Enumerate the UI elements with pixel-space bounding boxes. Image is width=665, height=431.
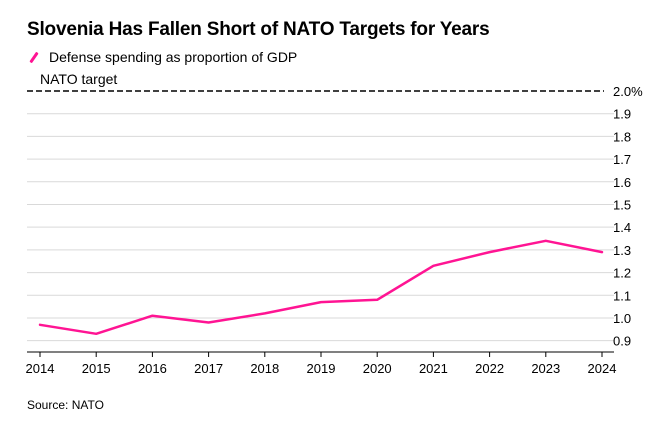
y-tick-label: 1.2 <box>613 266 631 281</box>
chart-title: Slovenia Has Fallen Short of NATO Target… <box>27 19 490 40</box>
x-axis: 2014 2015 2016 2017 2018 2019 2020 2021 2022 2023… <box>26 352 617 376</box>
y-tick-label: 1.1 <box>613 288 631 303</box>
y-tick-label: 1.6 <box>613 175 631 190</box>
legend: Defense spending as proportion of GDP <box>27 47 297 67</box>
y-tick-label: 1.4 <box>613 220 631 235</box>
series-layer <box>38 239 604 336</box>
legend-label: Defense spending as proportion of GDP <box>49 49 298 65</box>
series-line-defense-spending <box>38 239 604 336</box>
y-tick-label: 1.8 <box>613 129 631 144</box>
x-tick-label: 2019 <box>307 361 336 376</box>
y-tick-label: 1.0 <box>613 311 631 326</box>
x-tick-label: 2020 <box>363 361 392 376</box>
y-tick-label: 2.0% <box>613 84 643 99</box>
y-tick-label: 1.3 <box>613 243 631 258</box>
y-tick-label: 1.9 <box>613 107 631 122</box>
x-tick-label: 2016 <box>138 361 167 376</box>
y-tick-label: 0.9 <box>613 334 631 349</box>
x-tick-label: 2023 <box>531 361 560 376</box>
x-tick-label: 2022 <box>475 361 504 376</box>
reference-layer: NATO target <box>27 71 604 92</box>
y-tick-label: 1.7 <box>613 152 631 167</box>
x-tick-label: 2014 <box>26 361 55 376</box>
x-tick-label: 2017 <box>194 361 223 376</box>
y-tick-label: 1.5 <box>613 197 631 212</box>
source-note: Source: NATO <box>27 398 104 412</box>
gridlines <box>27 113 614 353</box>
nato-target-label: NATO target <box>40 71 117 87</box>
y-axis: 0.9 1.0 1.1 1.2 1.3 1.4 1.5 1.6 1.7 1.8 1.9 2.0% <box>613 84 643 349</box>
x-tick-label: 2015 <box>82 361 111 376</box>
x-tick-label: 2018 <box>250 361 279 376</box>
x-tick-label: 2021 <box>419 361 448 376</box>
x-tick-label: 2024 <box>588 361 617 376</box>
